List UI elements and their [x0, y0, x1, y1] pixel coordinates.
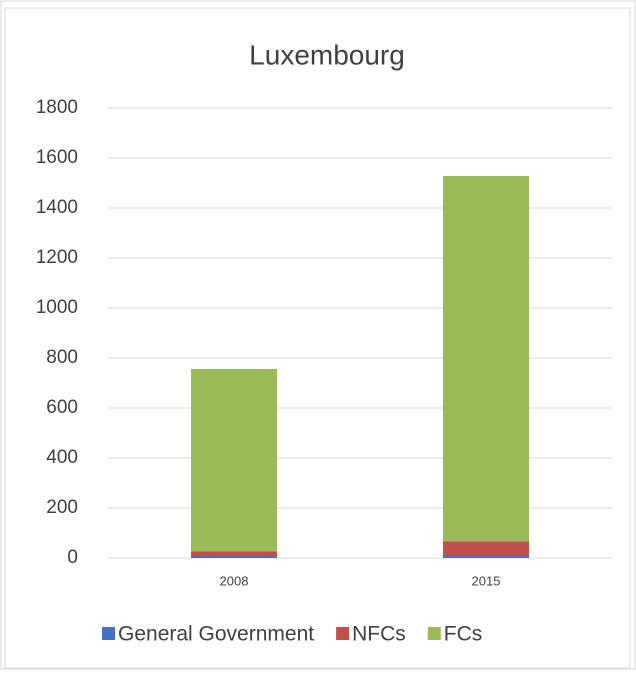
x-tick-label: 2008 — [220, 573, 249, 588]
legend-label: FCs — [444, 623, 483, 646]
y-tick-label: 1800 — [36, 97, 78, 118]
chart-frame — [4, 7, 631, 669]
legend-label: NFCs — [352, 623, 406, 646]
bar-segment — [443, 176, 529, 542]
y-tick-label: 0 — [67, 547, 78, 568]
y-tick-label: 1200 — [36, 247, 78, 268]
y-tick-label: 800 — [46, 347, 78, 368]
chart-title: Luxembourg — [249, 39, 405, 70]
legend-swatch — [336, 627, 350, 640]
legend-label: General Government — [118, 623, 314, 646]
y-tick-label: 400 — [46, 447, 78, 468]
bar-segment — [191, 551, 277, 556]
bar-segment — [443, 555, 529, 558]
legend-swatch — [102, 627, 115, 640]
bar-segment — [191, 556, 277, 558]
bar-segment — [443, 541, 529, 555]
legend-swatch — [427, 627, 441, 640]
x-tick-label: 2015 — [472, 573, 501, 588]
y-tick-label: 1600 — [36, 147, 78, 168]
y-tick-label: 600 — [46, 397, 78, 418]
y-tick-label: 1000 — [36, 297, 78, 318]
y-tick-label: 1400 — [36, 197, 78, 218]
bar-segment — [191, 369, 277, 552]
y-tick-label: 200 — [46, 497, 78, 518]
